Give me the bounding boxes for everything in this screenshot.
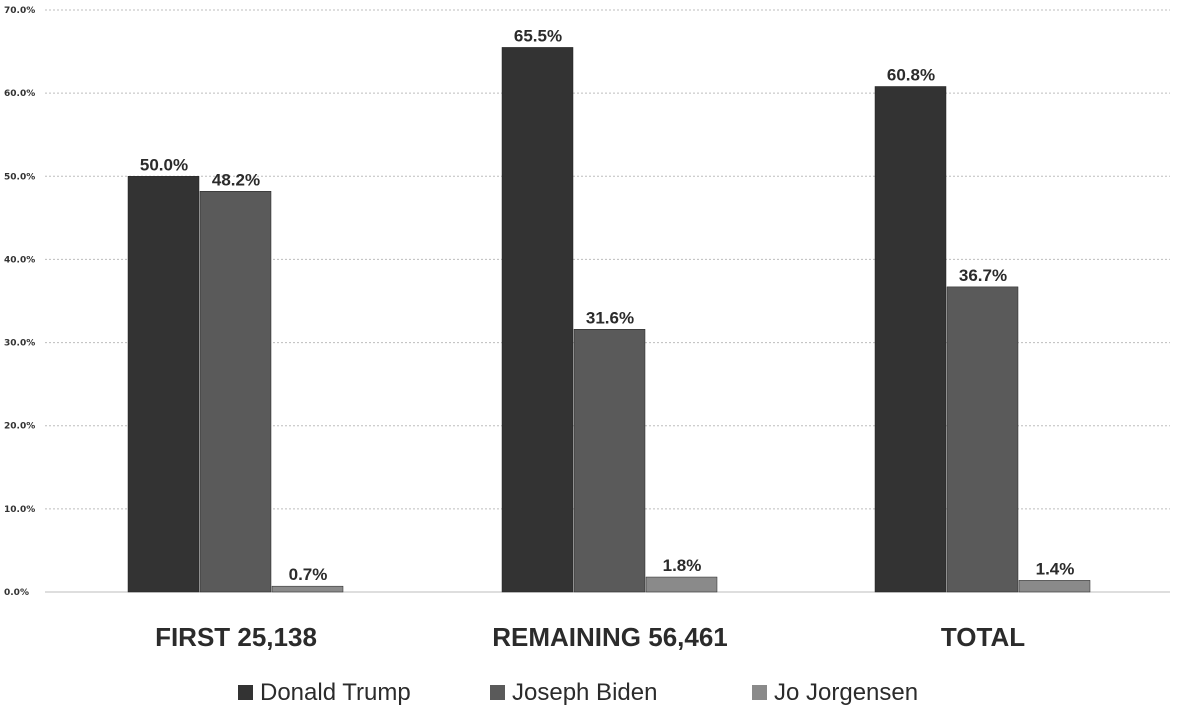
y-axis-ticks: 0.0% 10.0% 20.0% 30.0% 40.0% 50.0% 60.0% 70.0%	[4, 6, 35, 598]
category-label: TOTAL	[941, 622, 1025, 652]
data-label: 48.2%	[212, 170, 260, 189]
data-labels: 50.0% 48.2% 0.7% 65.5% 31.6% 1.8% 60.8% 36.7% 1.…	[140, 26, 1074, 584]
y-tick-label: 50.0%	[4, 172, 35, 182]
y-tick-label: 20.0%	[4, 422, 35, 432]
data-label: 36.7%	[959, 266, 1007, 285]
category-labels: FIRST 25,138 REMAINING 56,461 TOTAL	[155, 622, 1025, 652]
y-tick-label: 60.0%	[4, 89, 35, 99]
data-label: 0.7%	[289, 565, 328, 584]
data-label: 1.8%	[663, 556, 702, 575]
bar	[127, 176, 200, 593]
data-label: 1.4%	[1036, 559, 1075, 578]
legend-label: Donald Trump	[260, 679, 411, 706]
y-tick-label: 10.0%	[4, 505, 35, 515]
legend-swatch	[238, 685, 253, 700]
legend: Donald Trump Joseph Biden Jo Jorgensen	[238, 679, 918, 706]
bar	[199, 191, 272, 593]
bar	[271, 585, 344, 593]
bar	[645, 576, 718, 593]
data-label: 60.8%	[887, 65, 935, 84]
bar	[1018, 580, 1091, 593]
category-label: FIRST 25,138	[155, 622, 317, 652]
y-tick-label: 70.0%	[4, 6, 35, 16]
legend-swatch	[490, 685, 505, 700]
bar	[874, 86, 947, 593]
category-label: REMAINING 56,461	[492, 622, 728, 652]
y-tick-label: 0.0%	[4, 588, 29, 598]
bar	[501, 47, 574, 593]
legend-label: Jo Jorgensen	[774, 679, 918, 706]
data-label: 31.6%	[586, 308, 634, 327]
bars	[127, 47, 1091, 593]
y-tick-label: 40.0%	[4, 255, 35, 265]
legend-label: Joseph Biden	[512, 679, 657, 706]
legend-swatch	[752, 685, 767, 700]
bar	[946, 286, 1019, 593]
data-label: 65.5%	[514, 26, 562, 45]
y-tick-label: 30.0%	[4, 339, 35, 349]
data-label: 50.0%	[140, 155, 188, 174]
bar	[573, 329, 646, 593]
